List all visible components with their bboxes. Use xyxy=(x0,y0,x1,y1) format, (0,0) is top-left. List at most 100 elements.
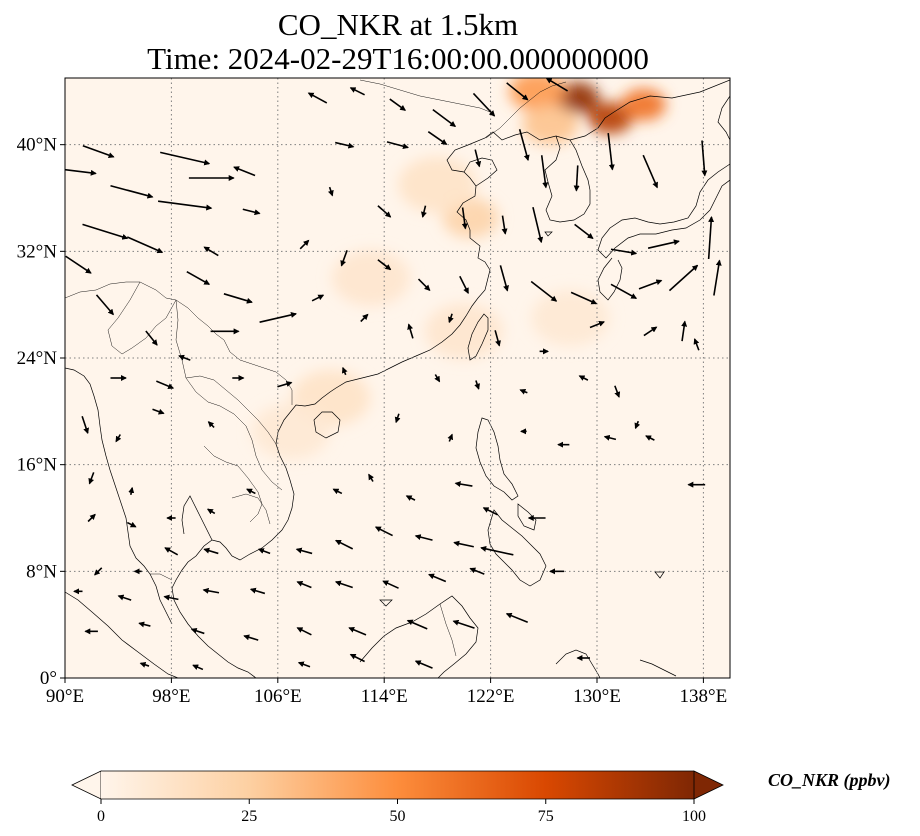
wind-vector-arrow xyxy=(407,323,414,339)
y-tick-label: 32°N xyxy=(17,241,58,262)
wind-vector-arrow xyxy=(589,320,605,329)
wind-vector-arrow xyxy=(203,547,219,555)
wind-vector-arrow xyxy=(95,294,114,316)
wind-vector-arrow xyxy=(94,567,103,576)
wind-vector-arrow xyxy=(335,539,354,550)
wind-vector-arrow xyxy=(139,662,150,668)
x-tick-label: 130°E xyxy=(573,686,621,707)
wind-vector-arrow xyxy=(332,488,343,495)
wind-vector-arrow xyxy=(482,507,498,516)
wind-vector-arrow xyxy=(65,168,97,176)
wind-vector-arrow xyxy=(223,293,253,304)
x-tick-label: 106°E xyxy=(254,686,302,707)
wind-vector-arrow xyxy=(126,521,137,528)
wind-vector-arrow xyxy=(499,265,509,292)
wind-vector-arrow xyxy=(574,223,594,239)
wind-vector-arrow xyxy=(643,326,658,337)
x-tick-label: 122°E xyxy=(467,686,515,707)
wind-vector-arrow xyxy=(296,627,312,636)
wind-vector-arrow xyxy=(506,82,529,101)
wind-vector-arrow xyxy=(334,580,353,589)
colorbar-extend-high xyxy=(693,770,724,800)
wind-vector-arrow xyxy=(707,216,715,260)
wind-vector-arrow xyxy=(610,248,638,256)
wind-vector-arrow xyxy=(505,612,528,623)
wind-vector-arrow xyxy=(192,664,204,671)
wind-vector-arrow xyxy=(246,488,256,495)
wind-vector-arrow xyxy=(501,215,508,235)
wind-vector-arrow xyxy=(297,661,311,668)
wind-vector-arrow xyxy=(295,547,313,555)
colorbar-tick-label: 25 xyxy=(241,808,257,825)
wind-vector-arrow xyxy=(243,634,259,641)
wind-vector-arrow xyxy=(713,259,722,296)
wind-vector-arrow xyxy=(156,380,175,390)
y-tick-label: 40°N xyxy=(17,135,58,156)
co-hotspot xyxy=(424,303,504,360)
wind-vector-arrow xyxy=(277,381,293,388)
colorbar-label: CO_NKR (ppbv) xyxy=(768,770,891,790)
wind-vector-arrow xyxy=(233,166,256,177)
wind-vector-arrow xyxy=(428,573,447,583)
wind-vector-arrow xyxy=(157,200,213,211)
wind-vector-arrow xyxy=(414,660,433,669)
wind-vector-arrow xyxy=(311,294,325,302)
wind-vector-arrow xyxy=(164,547,179,556)
map-plot-area xyxy=(65,78,730,678)
wind-vector-arrow xyxy=(610,283,638,300)
colorbar-tick-label: 0 xyxy=(97,808,105,825)
wind-vector-arrow xyxy=(128,486,135,495)
wind-vector-arrow xyxy=(259,312,297,323)
wind-vector-arrow xyxy=(530,280,558,302)
wind-vector-arrow xyxy=(87,513,96,523)
wind-vector-arrow xyxy=(454,481,473,488)
co-concentration-field xyxy=(251,78,666,460)
wind-vector-arrow xyxy=(453,540,474,548)
wind-vector-arrow xyxy=(81,416,90,435)
co-hotspot xyxy=(522,104,579,145)
wind-vector-arrow xyxy=(405,495,416,501)
wind-vector-arrow xyxy=(540,155,549,189)
wind-vector-arrow xyxy=(307,92,328,104)
y-tick-label: 8°N xyxy=(26,561,57,582)
wind-vector-arrow xyxy=(474,380,480,390)
wind-vector-arrow xyxy=(207,421,215,429)
wind-vector-arrow xyxy=(349,87,365,96)
wind-vector-arrow xyxy=(163,594,179,601)
wind-vector-arrow xyxy=(65,255,92,274)
wind-vector-arrow xyxy=(82,144,115,159)
map-frame xyxy=(64,77,731,679)
wind-vector-arrow xyxy=(348,626,367,636)
wind-vector-arrow xyxy=(389,98,407,111)
wind-vector-arrow xyxy=(406,619,428,630)
colorbar-gradient xyxy=(101,771,694,799)
wind-vector-arrow xyxy=(519,389,528,395)
wind-vector-arrow xyxy=(459,275,469,294)
wind-vector-arrow xyxy=(668,264,699,292)
map-gridlines xyxy=(65,78,730,678)
country-borders xyxy=(65,79,567,657)
wind-vector-arrow xyxy=(693,338,700,351)
wind-vector-arrow xyxy=(427,131,448,145)
co-hotspot xyxy=(531,290,610,346)
wind-vector-arrow xyxy=(341,366,348,376)
wind-vector-arrow xyxy=(178,354,191,361)
wind-vector-arrow xyxy=(518,129,530,162)
wind-vector-arrow xyxy=(374,526,393,537)
x-tick-label: 138°E xyxy=(680,686,728,707)
wind-vector-arrow xyxy=(152,408,165,415)
wind-vector-arrow xyxy=(394,413,401,424)
wind-vector-arrow xyxy=(701,140,708,177)
wind-vector-arrow xyxy=(335,141,355,149)
wind-vector-arrow xyxy=(681,320,688,342)
colorbar-tick-label: 100 xyxy=(682,808,706,825)
wind-vector-arrow xyxy=(296,580,312,589)
y-axis-ticks: 0° 8°N 16°N 24°N 32°N 40°N xyxy=(17,135,65,689)
wind-vector-arrow xyxy=(474,149,482,168)
wind-vector-arrow xyxy=(377,259,392,271)
wind-vector-arrow xyxy=(115,434,122,443)
wind-vector-arrow xyxy=(614,385,621,398)
wind-vector-arrow xyxy=(645,435,655,441)
wind-vector-arrow xyxy=(421,205,427,218)
